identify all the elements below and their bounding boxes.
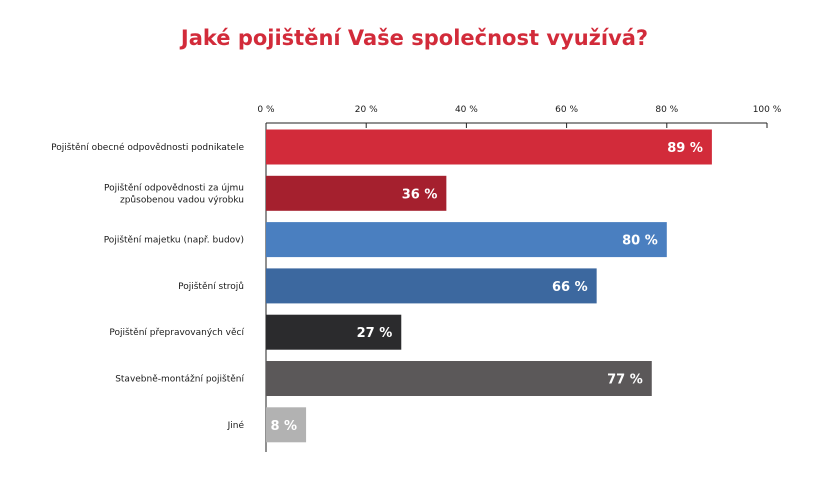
value-label: 66 % <box>552 280 588 295</box>
bar <box>266 268 597 304</box>
x-tick-label: 0 % <box>257 105 275 115</box>
value-label: 80 % <box>622 234 658 249</box>
category-label: Pojištění strojů <box>178 281 244 292</box>
x-tick-label: 20 % <box>355 105 378 115</box>
value-label: 77 % <box>607 373 643 388</box>
category-label: Pojištění přepravovaných věcí <box>109 327 244 338</box>
value-label: 89 % <box>667 141 703 156</box>
x-tick-label: 40 % <box>455 105 478 115</box>
value-label: 36 % <box>402 187 438 202</box>
bar <box>266 175 447 211</box>
x-tick-label: 100 % <box>753 105 782 115</box>
x-tick-label: 60 % <box>555 105 578 115</box>
category-label: Pojištění odpovědnosti za újmu způsobenou… <box>104 182 244 205</box>
bar <box>266 222 667 258</box>
x-tick-label: 80 % <box>655 105 678 115</box>
bar <box>266 129 712 165</box>
category-label: Pojištění majetku (např. budov) <box>104 235 244 246</box>
category-label: Pojištění obecné odpovědnosti podnikatel… <box>51 142 244 153</box>
value-label: 27 % <box>357 326 393 341</box>
bar <box>266 314 402 350</box>
value-label: 8 % <box>270 419 297 434</box>
category-label: Jiné <box>227 420 245 431</box>
chart-title: Jaké pojištění Vaše společnost využívá? <box>180 26 649 50</box>
category-label: Stavebně-montážní pojištění <box>115 374 244 385</box>
bar <box>266 361 652 396</box>
bar <box>266 407 307 443</box>
